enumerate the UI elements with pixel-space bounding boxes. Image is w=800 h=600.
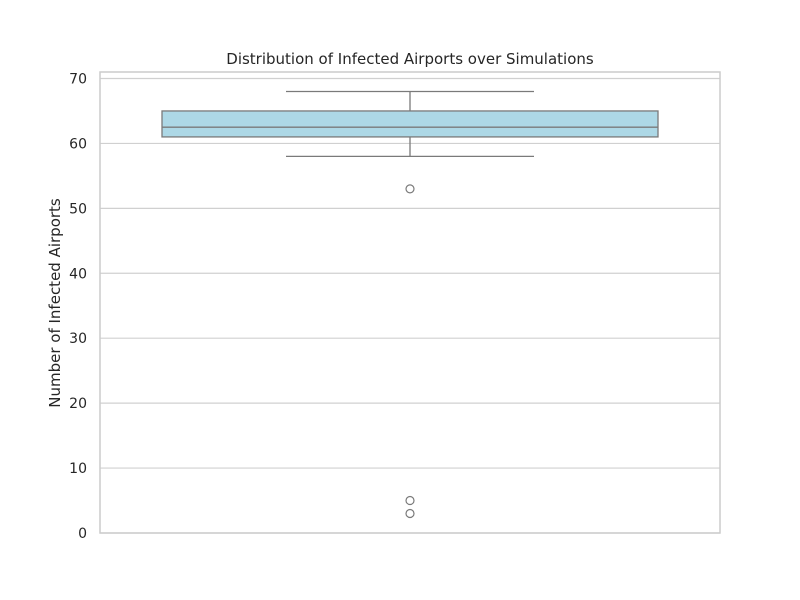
interquartile-box <box>161 110 659 138</box>
chart-title: Distribution of Infected Airports over S… <box>226 50 594 68</box>
y-tick-label-50: 50 <box>69 201 87 217</box>
y-tick-label-40: 40 <box>69 266 87 282</box>
y-tick-label-0: 0 <box>78 526 87 542</box>
y-tick-label-10: 10 <box>69 461 87 477</box>
outlier-point-0 <box>405 184 415 194</box>
y-tick-labels: 0 10 20 30 40 50 60 70 <box>69 71 87 542</box>
outlier-point-1 <box>405 495 415 506</box>
grid-lines <box>100 77 720 534</box>
plot-area-frame <box>99 71 721 534</box>
y-tick-label-30: 30 <box>69 331 87 347</box>
box-group <box>161 90 659 519</box>
y-tick-label-20: 20 <box>69 396 87 412</box>
y-tick-label-60: 60 <box>69 136 87 152</box>
y-axis-label: Number of Infected Airports <box>46 198 64 408</box>
outlier-point-2 <box>405 508 415 519</box>
y-tick-label-70: 70 <box>69 71 87 87</box>
